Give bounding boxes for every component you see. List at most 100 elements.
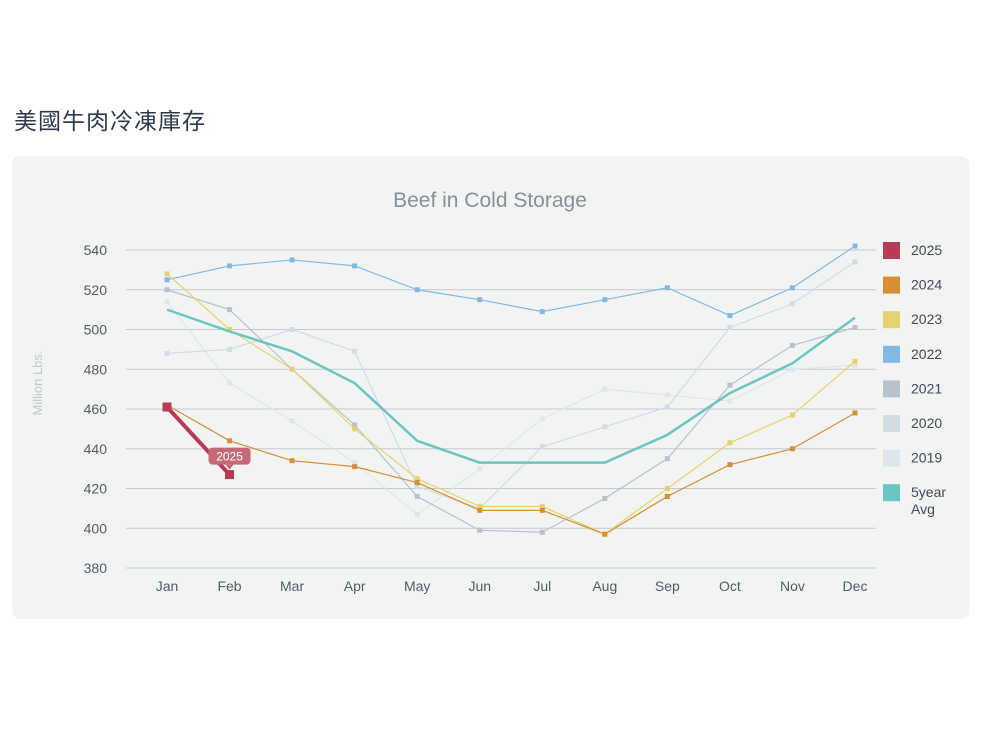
data-point-2023 (164, 271, 170, 277)
data-point-2023 (414, 476, 420, 482)
tooltip: 2025 (208, 447, 251, 470)
tooltip-box (208, 447, 251, 465)
y-tick-label: 500 (84, 322, 108, 338)
data-point-2024 (539, 507, 545, 513)
data-point-2023 (352, 426, 358, 432)
data-point-2019 (789, 366, 795, 372)
legend-swatch (883, 311, 900, 329)
legend-swatch (883, 276, 900, 294)
legend-swatch (883, 484, 900, 502)
tooltip-label: 2025 (216, 450, 243, 464)
data-point-2019 (539, 416, 545, 422)
data-point-2020 (289, 327, 295, 332)
data-point-2020 (727, 325, 733, 331)
data-point-2025 (225, 470, 235, 480)
series-line-2023 (166, 273, 856, 535)
data-point-2023 (539, 503, 545, 509)
legend-label: 2024 (911, 277, 942, 293)
legend-label: 2020 (911, 415, 942, 431)
data-point-2023 (727, 440, 733, 446)
data-point-2023 (477, 503, 483, 509)
data-point-2024 (352, 464, 358, 470)
legend-swatch (883, 380, 900, 398)
x-tick-label: Apr (344, 578, 366, 594)
x-tick-label: Nov (780, 578, 805, 594)
data-point-2024 (289, 458, 295, 464)
data-point-2020 (789, 301, 795, 307)
x-tick-label: Jun (468, 578, 491, 594)
data-point-2023 (227, 327, 233, 332)
data-point-2022 (602, 297, 608, 303)
data-point-2022 (852, 243, 858, 249)
page-title: 美國牛肉冷凍庫存 (14, 109, 206, 135)
series-line-2020 (166, 261, 856, 509)
data-point-2021 (789, 342, 795, 348)
y-tick-label: 380 (84, 560, 108, 576)
legend: 2025 2024 2023 2022 2021 2020 2019 5year Avg (883, 242, 946, 517)
x-axis-ticks: Jan Feb Mar Apr May Jun Jul Aug Sep Oct Nov Dec (156, 578, 868, 594)
y-tick-label: 420 (84, 481, 108, 497)
x-tick-label: Aug (592, 578, 617, 594)
x-tick-label: Dec (843, 578, 868, 594)
data-point-2021 (539, 529, 545, 535)
data-point-2023 (789, 412, 795, 418)
x-tick-label: Mar (280, 578, 304, 594)
data-point-2021 (727, 382, 733, 388)
y-axis-ticks: 380 400 420 440 460 480 500 520 540 (84, 242, 108, 576)
y-axis-label: Million Lbs. (30, 350, 45, 415)
series-lines (162, 243, 858, 537)
data-point-2023 (664, 486, 670, 491)
y-tick-label: 460 (84, 401, 108, 417)
data-point-2019 (727, 398, 733, 404)
legend-label-line: Avg (911, 501, 935, 517)
data-point-2020 (602, 424, 608, 430)
x-tick-label: Sep (655, 578, 680, 594)
legend-label-line: 5year (911, 484, 946, 500)
series-line-5year-avg (166, 308, 856, 464)
x-tick-label: May (404, 578, 430, 594)
data-point-2024 (727, 462, 733, 468)
legend-label: 2019 (911, 450, 942, 466)
legend-label: 5year Avg (911, 484, 946, 517)
data-point-2019 (852, 362, 858, 368)
x-tick-label: Jul (533, 578, 551, 594)
data-point-2022 (227, 263, 233, 269)
data-point-2020 (539, 444, 545, 450)
data-point-2022 (789, 285, 795, 291)
series-line-2024 (166, 404, 856, 535)
legend-label: 2022 (911, 346, 942, 362)
x-tick-label: Feb (217, 578, 241, 594)
data-point-2019 (289, 418, 295, 424)
data-point-2023 (852, 358, 858, 364)
data-point-2022 (414, 287, 420, 293)
data-point-2020 (664, 404, 670, 410)
data-point-2021 (664, 456, 670, 462)
data-point-2023 (289, 366, 295, 372)
series-line-2022 (166, 245, 856, 317)
data-point-2022 (727, 313, 733, 319)
y-tick-label: 400 (84, 520, 108, 536)
data-point-2021 (164, 287, 170, 293)
data-point-2019 (352, 460, 358, 466)
data-point-2024 (852, 410, 858, 416)
chart-card (12, 156, 969, 619)
data-point-2019 (477, 466, 483, 472)
data-point-2024 (789, 446, 795, 452)
grid (126, 249, 876, 569)
series-line-2021 (166, 289, 856, 533)
x-tick-label: Jan (156, 578, 179, 594)
data-point-2020 (164, 350, 170, 356)
data-point-2019 (164, 299, 170, 305)
data-point-2024 (664, 493, 670, 499)
legend-swatch (883, 345, 900, 363)
data-point-2020 (352, 348, 358, 354)
data-point-2025 (162, 402, 172, 412)
y-tick-label: 440 (84, 441, 108, 457)
data-point-2022 (164, 277, 170, 283)
data-point-2019 (602, 386, 608, 392)
data-point-2020 (852, 259, 858, 265)
chart-title: Beef in Cold Storage (393, 189, 587, 212)
data-point-2024 (414, 480, 420, 486)
y-tick-label: 520 (84, 282, 108, 298)
data-point-2024 (477, 507, 483, 513)
